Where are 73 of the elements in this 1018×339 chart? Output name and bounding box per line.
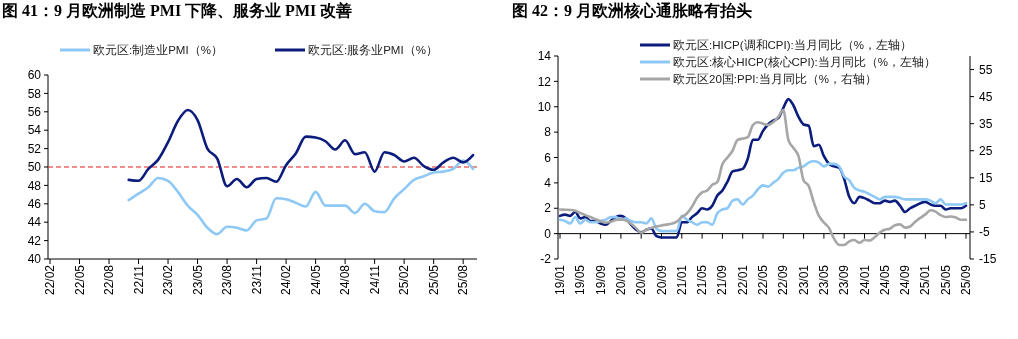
y2-tick-label: 25 — [979, 143, 993, 158]
x-tick-label: 22/01 — [735, 264, 750, 296]
chart-title: 图 42：9 月欧洲核心通胀略有抬头 — [512, 1, 752, 19]
x-tick-label: 22/02 — [43, 264, 57, 296]
x-tick-label: 25/05 — [938, 264, 953, 296]
y2-tick-label: -5 — [979, 225, 990, 240]
y2-tick-label: -15 — [979, 252, 997, 267]
x-tick-label: 22/05 — [756, 264, 770, 296]
x-tick-label: 19/09 — [593, 264, 608, 296]
x-tick-label: 23/11 — [249, 264, 264, 295]
x-tick-label: 24/08 — [338, 264, 353, 296]
legend-label: 欧元区20国:PPI:当月同比（%，右轴） — [673, 73, 877, 86]
y-tick-label: 54 — [27, 123, 42, 138]
x-tick-label: 23/08 — [220, 264, 235, 296]
legend-label: 欧元区:核心HICP(核心CPI):当月同比（%，左轴） — [673, 55, 936, 69]
x-tick-label: 21/01 — [674, 264, 689, 296]
y2-tick-label: 35 — [979, 116, 993, 131]
x-tick-label: 23/09 — [837, 264, 852, 296]
x-tick-label: 25/02 — [397, 264, 412, 296]
legend-label: 欧元区:制造业PMI（%） — [93, 44, 223, 57]
x-tick-label: 24/11 — [367, 264, 382, 295]
y-tick-label: -2 — [540, 252, 552, 267]
y-tick-label: 2 — [544, 201, 552, 216]
x-tick-label: 20/09 — [654, 264, 669, 296]
y-tick-label: 14 — [537, 49, 552, 64]
y-tick-label: 52 — [27, 141, 42, 156]
y-tick-label: 4 — [544, 176, 552, 191]
x-tick-label: 23/05 — [190, 264, 205, 296]
y-tick-label: 10 — [537, 99, 552, 114]
x-tick-label: 21/05 — [695, 264, 710, 296]
x-tick-label: 25/01 — [918, 264, 933, 296]
y-tick-label: 60 — [27, 68, 42, 83]
y-tick-label: 46 — [27, 197, 42, 211]
x-tick-label: 24/09 — [898, 264, 913, 296]
x-tick-label: 25/09 — [959, 264, 973, 296]
x-tick-label: 21/09 — [715, 264, 730, 296]
x-tick-label: 23/05 — [816, 264, 831, 296]
x-tick-label: 24/05 — [308, 264, 323, 296]
x-tick-label: 24/05 — [877, 264, 892, 296]
x-tick-label: 20/05 — [634, 264, 649, 296]
x-tick-label: 24/02 — [279, 264, 294, 296]
y-tick-label: 58 — [27, 86, 42, 101]
y2-tick-label: 45 — [979, 89, 993, 104]
chart-title: 图 41：9 月欧洲制造 PMI 下降、服务业 PMI 改善 — [2, 1, 353, 19]
y-tick-label: 6 — [544, 150, 552, 165]
line-series — [127, 108, 475, 189]
y-tick-label: 42 — [27, 233, 42, 248]
y-tick-label: 40 — [27, 252, 42, 267]
x-tick-label: 24/01 — [857, 264, 872, 296]
y-tick-label: 50 — [27, 160, 42, 175]
y2-tick-label: 15 — [979, 171, 993, 185]
legend-label: 欧元区:HICP(调和CPI):当月同比（%，左轴） — [673, 39, 912, 52]
x-tick-label: 22/08 — [102, 264, 117, 296]
x-tick-label: 22/09 — [776, 264, 791, 296]
x-tick-label: 23/01 — [796, 264, 811, 296]
y2-tick-label: 55 — [979, 62, 993, 77]
y-tick-label: 8 — [544, 125, 552, 140]
x-tick-label: 25/08 — [456, 264, 471, 296]
legend-label: 欧元区:服务业PMI（%） — [308, 44, 438, 57]
x-tick-label: 23/02 — [161, 264, 176, 296]
y-tick-label: 44 — [27, 215, 42, 230]
y-tick-label: 48 — [27, 178, 42, 193]
y-tick-label: 12 — [537, 74, 552, 89]
x-tick-label: 19/01 — [553, 264, 567, 296]
x-tick-label: 25/05 — [426, 264, 441, 296]
x-tick-label: 20/01 — [613, 264, 628, 296]
y-tick-label: 0 — [544, 226, 552, 241]
x-tick-label: 22/11 — [131, 264, 146, 295]
y2-tick-label: 5 — [979, 198, 986, 213]
x-tick-label: 22/05 — [72, 264, 87, 296]
x-tick-label: 19/05 — [573, 264, 588, 296]
line-series — [127, 159, 475, 236]
y-tick-label: 56 — [27, 105, 42, 119]
